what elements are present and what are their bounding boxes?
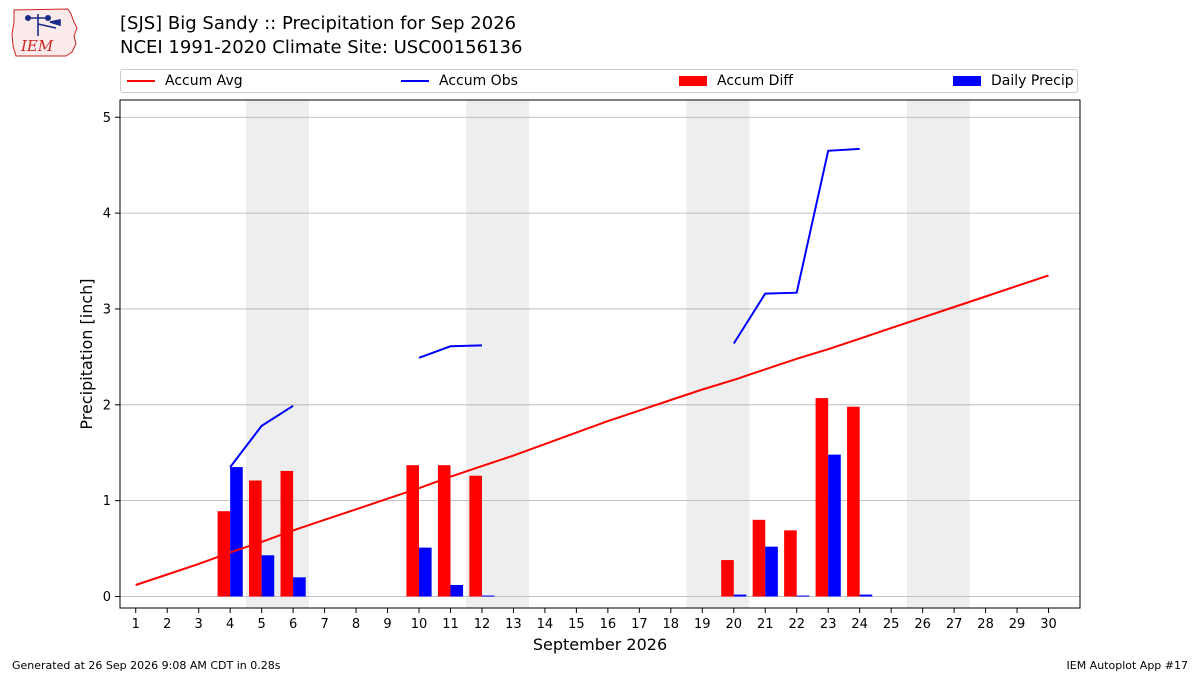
x-tick-label: 27 [946, 617, 963, 632]
legend-swatch-accum-diff [679, 76, 707, 86]
legend-label-accum-obs: Accum Obs [439, 73, 518, 89]
daily-precip-bar [828, 454, 841, 597]
x-tick-label: 11 [442, 617, 459, 632]
x-tick-label: 14 [537, 617, 554, 632]
x-tick-label: 5 [257, 617, 265, 632]
x-tick-label: 25 [883, 617, 900, 632]
y-tick-label: 2 [103, 398, 111, 413]
bar-series [217, 398, 873, 597]
daily-precip-bar [796, 595, 810, 597]
x-tick-label: 28 [977, 617, 994, 632]
legend-label-accum-diff: Accum Diff [717, 73, 794, 89]
x-tick-label: 12 [474, 617, 491, 632]
accum-diff-bar [752, 519, 766, 597]
x-tick-label: 6 [289, 617, 297, 632]
accum-diff-bar [406, 465, 420, 597]
daily-precip-bar [765, 546, 778, 597]
x-tick-label: 10 [411, 617, 428, 632]
accum-diff-bar [217, 511, 231, 597]
weekend-shading [245, 100, 970, 608]
x-tick-label: 21 [757, 617, 774, 632]
y-tick-label: 0 [103, 590, 111, 605]
chart-title: [SJS] Big Sandy :: Precipitation for Sep… [120, 13, 517, 34]
accum-obs-line [732, 147, 860, 345]
y-tick-label: 5 [103, 111, 111, 126]
footer-generated-text: Generated at 26 Sep 2026 9:08 AM CDT in … [12, 659, 281, 672]
daily-precip-bar [450, 584, 464, 597]
legend: Accum Avg Accum Obs Accum Diff Daily Pre… [120, 69, 1078, 93]
accum-obs-line [418, 344, 483, 359]
y-gridlines [120, 116, 1080, 597]
legend-swatch-accum-avg [127, 80, 155, 82]
x-tick-label: 15 [568, 617, 585, 632]
x-tick-label: 23 [820, 617, 837, 632]
legend-label-daily-precip: Daily Precip [991, 73, 1074, 89]
x-tick-label: 17 [631, 617, 648, 632]
daily-precip-bar [733, 594, 747, 597]
x-tick-label: 13 [505, 617, 522, 632]
x-tick-label: 29 [1009, 617, 1026, 632]
accum-diff-bar [784, 530, 797, 597]
weekend-shade [906, 100, 970, 608]
weekend-shade [466, 100, 530, 608]
accum-diff-bar [721, 560, 734, 597]
legend-swatch-accum-obs [401, 80, 429, 82]
weekend-shade [686, 100, 750, 608]
accum-diff-bar [469, 475, 482, 597]
x-tick-label: 22 [788, 617, 805, 632]
y-axis-label: Precipitation [inch] [77, 278, 96, 429]
x-axis-label: September 2026 [533, 635, 667, 654]
y-tick-label: 3 [103, 302, 111, 317]
x-tick-label: 8 [352, 617, 360, 632]
accum-diff-bar [249, 480, 262, 597]
weekend-shade [245, 100, 309, 608]
accum-diff-bar [815, 398, 829, 597]
x-tick-label: 1 [132, 617, 140, 632]
x-tick-label: 19 [694, 617, 711, 632]
legend-label-accum-avg: Accum Avg [165, 73, 243, 89]
y-tick-label: 1 [103, 494, 111, 509]
x-tick-label: 2 [163, 617, 171, 632]
x-tick-label: 3 [195, 617, 203, 632]
plot-frame [119, 99, 1081, 609]
x-tick-label: 30 [1040, 617, 1057, 632]
x-tick-label: 16 [600, 617, 617, 632]
x-tick-label: 24 [851, 617, 868, 632]
x-tick-label: 9 [383, 617, 391, 632]
x-tick-label: 7 [320, 617, 328, 632]
daily-precip-bar [293, 577, 306, 597]
legend-item-accum-diff: Accum Diff [679, 70, 793, 92]
legend-item-accum-obs: Accum Obs [401, 70, 518, 92]
legend-item-daily-precip: Daily Precip [953, 70, 1074, 92]
x-tick-label: 4 [226, 617, 234, 632]
legend-item-accum-avg: Accum Avg [127, 70, 243, 92]
daily-precip-bar [481, 595, 495, 597]
accum-obs-line [229, 404, 294, 468]
chart-subtitle: NCEI 1991-2020 Climate Site: USC00156136 [120, 37, 523, 58]
x-tick-label: 18 [663, 617, 680, 632]
line-series [135, 147, 1049, 586]
iem-logo: IEM [11, 8, 78, 57]
daily-precip-bar [859, 594, 873, 597]
accum-diff-bar [437, 465, 451, 597]
accum-diff-bar [280, 470, 294, 597]
daily-precip-bar [419, 547, 432, 597]
y-tick-label: 4 [103, 207, 111, 222]
legend-swatch-daily-precip [953, 76, 981, 86]
x-tick-label: 26 [914, 617, 931, 632]
daily-precip-bar [261, 555, 275, 597]
weather-station-icon [24, 14, 61, 36]
logo-text: IEM [20, 37, 54, 55]
x-tick-label: 20 [725, 617, 742, 632]
footer-app-text: IEM Autoplot App #17 [1066, 659, 1189, 672]
accum-diff-bar [847, 406, 860, 597]
daily-precip-bar [230, 467, 243, 597]
accum-avg-line [135, 274, 1049, 586]
